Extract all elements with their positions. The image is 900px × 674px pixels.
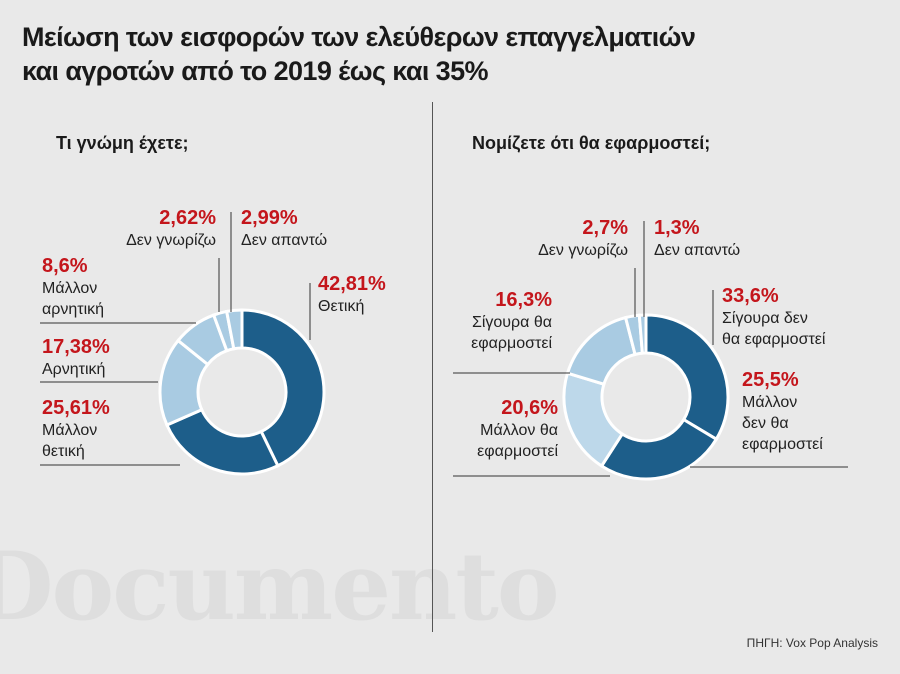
chart-title: Μείωση των εισφορών των ελεύθερων επαγγε…	[22, 20, 696, 88]
value-arnitiki: 17,38%	[42, 336, 110, 358]
name-r-mallon-tha-1: Μάλλον θα	[480, 422, 558, 439]
value-r-den-gnorizo: 2,7%	[582, 217, 628, 239]
value-r-sigoura-tha: 16,3%	[495, 289, 552, 311]
label-thetiki: 42,81% Θετική	[318, 272, 386, 317]
label-mallon-thetiki: 25,61% Μάλλον θετική	[42, 396, 110, 462]
name-r-mallon-den-2: δεν θα	[742, 415, 789, 432]
name-mallon-thetiki-2: θετική	[42, 443, 85, 460]
label-r-mallon-den: 25,5% Μάλλον δεν θα εφαρμοστεί	[742, 368, 823, 455]
name-r-sigoura-den-2: θα εφαρμοστεί	[722, 331, 826, 348]
name-den-gnorizo: Δεν γνωρίζω	[126, 232, 216, 249]
left-chart-title: Τι γνώμη έχετε;	[56, 133, 189, 153]
value-den-gnorizo: 2,62%	[159, 207, 216, 229]
chart-title-line-2: και αγροτών από το 2019 έως και 35%	[22, 56, 489, 86]
donut-slice	[599, 417, 719, 481]
label-r-den-apanto: 1,3% Δεν απαντώ	[654, 216, 740, 261]
label-r-den-gnorizo: 2,7% Δεν γνωρίζω	[538, 216, 628, 261]
label-den-apanto: 2,99% Δεν απαντώ	[241, 206, 327, 251]
chart-title-line-1: Μείωση των εισφορών των ελεύθερων επαγγε…	[22, 22, 696, 52]
right-chart-title: Νομίζετε ότι θα εφαρμοστεί;	[472, 133, 711, 153]
label-den-gnorizo: 2,62% Δεν γνωρίζω	[126, 206, 216, 251]
name-arnitiki: Αρνητική	[42, 361, 106, 378]
name-r-mallon-den-1: Μάλλον	[742, 394, 798, 411]
label-arnitiki: 17,38% Αρνητική	[42, 335, 110, 380]
value-mallon-thetiki: 25,61%	[42, 397, 110, 419]
name-r-sigoura-tha-1: Σίγουρα θα	[471, 314, 552, 331]
name-r-sigoura-tha-2: εφαρμοστεί	[471, 335, 552, 352]
watermark: Documento	[0, 532, 560, 642]
name-r-den-apanto: Δεν απαντώ	[654, 242, 741, 259]
donut-slice	[637, 313, 648, 355]
value-r-mallon-tha: 20,6%	[501, 397, 558, 419]
name-mallon-arnitiki-1: Μάλλον	[42, 280, 98, 297]
name-r-den-gnorizo: Δεν γνωρίζω	[538, 242, 628, 259]
name-den-apanto: Δεν απαντώ	[241, 232, 328, 249]
label-r-sigoura-tha: 16,3% Σίγουρα θα εφαρμοστεί	[471, 288, 552, 354]
name-mallon-arnitiki-2: αρνητική	[42, 301, 105, 318]
value-thetiki: 42,81%	[318, 273, 386, 295]
value-r-mallon-den: 25,5%	[742, 369, 799, 391]
value-mallon-arnitiki: 8,6%	[42, 255, 88, 277]
name-mallon-thetiki-1: Μάλλον	[42, 422, 98, 439]
left-donut	[158, 308, 326, 476]
leader-lines	[40, 212, 848, 477]
name-thetiki: Θετική	[318, 298, 365, 315]
value-r-den-apanto: 1,3%	[654, 217, 700, 239]
label-mallon-arnitiki: 8,6% Μάλλον αρνητική	[42, 254, 104, 320]
donut-slice	[644, 313, 730, 442]
panel-divider	[432, 102, 433, 632]
value-den-apanto: 2,99%	[241, 207, 298, 229]
donut-slice	[224, 308, 244, 351]
name-r-mallon-tha-2: εφαρμοστεί	[477, 443, 558, 460]
source-note: ΠΗΓΗ: Vox Pop Analysis	[746, 636, 878, 650]
label-r-sigoura-den: 33,6% Σίγουρα δεν θα εφαρμοστεί	[722, 284, 825, 350]
donut-slice	[164, 407, 280, 476]
right-donut	[562, 313, 730, 481]
name-r-sigoura-den-1: Σίγουρα δεν	[722, 310, 808, 327]
donut-slice	[240, 308, 326, 468]
donut-slice	[565, 315, 637, 387]
value-r-sigoura-den: 33,6%	[722, 285, 779, 307]
label-r-mallon-tha: 20,6% Μάλλον θα εφαρμοστεί	[477, 396, 558, 462]
name-r-mallon-den-3: εφαρμοστεί	[742, 436, 823, 453]
